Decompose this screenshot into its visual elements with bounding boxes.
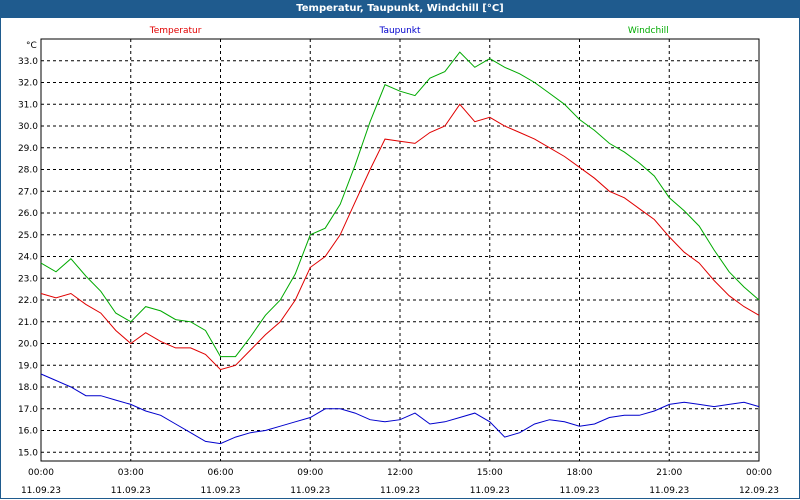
x-tick-date: 12.09.23 — [739, 486, 779, 496]
y-tick-label: 16.0 — [18, 427, 38, 437]
x-tick-date: 11.09.23 — [111, 486, 151, 496]
series-line-windchill — [40, 51, 760, 358]
y-tick-label: 29.0 — [18, 144, 38, 154]
x-tick-date: 11.09.23 — [559, 486, 599, 496]
x-tick-time: 00:00 — [28, 468, 54, 478]
y-tick-label: 17.0 — [18, 405, 38, 415]
x-tick-date: 11.09.23 — [380, 486, 420, 496]
x-tick-time: 21:00 — [656, 468, 682, 478]
y-tick-label: 20.0 — [18, 340, 38, 350]
legend-entry-temperatur: Temperatur — [149, 26, 202, 36]
y-tick-label: 18.0 — [18, 383, 38, 393]
x-tick-time: 06:00 — [208, 468, 234, 478]
y-axis-label: °C — [26, 41, 37, 51]
y-tick-label: 27.0 — [18, 187, 38, 197]
x-tick-date: 11.09.23 — [290, 486, 330, 496]
y-tick-label: 32.0 — [18, 79, 38, 89]
line-chart: 15.0 16.0 17.0 18.0 19.0 20.0 21.0 22.0 23.0 24.0… — [18, 26, 779, 496]
y-tick-label: 21.0 — [18, 318, 38, 328]
y-tick-label: 24.0 — [18, 253, 38, 263]
x-tick-time: 18:00 — [567, 468, 593, 478]
x-tick-date: 11.09.23 — [470, 486, 510, 496]
y-tick-label: 15.0 — [18, 448, 38, 458]
y-tick-label: 26.0 — [18, 209, 38, 219]
y-tick-label: 31.0 — [18, 100, 38, 110]
grid-lines — [41, 39, 759, 461]
y-tick-label: 23.0 — [18, 274, 38, 284]
y-tick-label: 25.0 — [18, 231, 38, 241]
x-tick-time: 15:00 — [477, 468, 503, 478]
x-tick-time: 03:00 — [118, 468, 144, 478]
legend-entry-taupunkt: Taupunkt — [378, 26, 421, 36]
legend: Temperatur Taupunkt Windchill — [149, 26, 669, 36]
x-tick-time: 00:00 — [746, 468, 772, 478]
x-tick-time: 09:00 — [297, 468, 323, 478]
chart-frame: 15.0 16.0 17.0 18.0 19.0 20.0 21.0 22.0 23.0 24.0… — [0, 18, 800, 499]
series-lines — [40, 51, 760, 445]
y-tick-label: 30.0 — [18, 122, 38, 132]
y-tick-label: 22.0 — [18, 296, 38, 306]
legend-entry-windchill: Windchill — [628, 26, 669, 36]
series-line-temperatur — [40, 103, 760, 371]
y-tick-label: 33.0 — [18, 57, 38, 67]
y-tick-label: 28.0 — [18, 166, 38, 176]
x-tick-date: 11.09.23 — [649, 486, 689, 496]
x-axis-ticks: 00:00 11.09.23 03:00 11.09.23 06:00 11.09.23 0… — [21, 468, 779, 496]
chart-title: Temperatur, Taupunkt, Windchill [°C] — [0, 0, 800, 18]
y-tick-label: 19.0 — [18, 361, 38, 371]
y-axis-ticks: 15.0 16.0 17.0 18.0 19.0 20.0 21.0 22.0 23.0 24.0… — [18, 57, 38, 459]
series-line-taupunkt — [40, 373, 760, 445]
x-tick-date: 11.09.23 — [200, 486, 240, 496]
x-tick-date: 11.09.23 — [21, 486, 61, 496]
plot-area — [40, 38, 760, 462]
x-tick-time: 12:00 — [387, 468, 413, 478]
